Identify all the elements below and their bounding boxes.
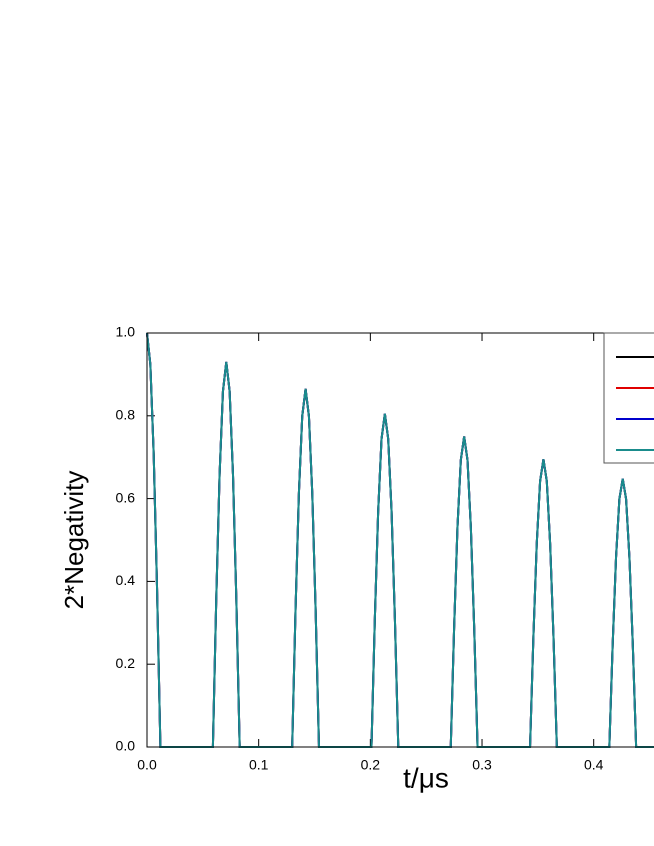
y-tick-label: 0.4 — [116, 572, 136, 588]
y-tick-label: 0.0 — [116, 738, 136, 754]
legend-box — [603, 332, 654, 464]
y-tick-label: 1.0 — [116, 324, 136, 340]
x-axis-label: t/μs — [403, 762, 449, 793]
y-axis-label: 2*Negativity — [59, 471, 89, 610]
line-series — [146, 332, 654, 748]
x-tick-label: 0.1 — [249, 757, 269, 773]
x-tick-label: 0.3 — [472, 757, 492, 773]
y-tick-label: 0.6 — [116, 489, 136, 505]
y-tick-label: 0.2 — [116, 655, 136, 671]
x-tick-label: 0.0 — [137, 757, 157, 773]
x-tick-label: 0.4 — [584, 757, 604, 773]
x-tick-label: 0.2 — [361, 757, 381, 773]
y-tick-label: 0.8 — [116, 407, 136, 423]
axes-frame — [146, 332, 654, 748]
